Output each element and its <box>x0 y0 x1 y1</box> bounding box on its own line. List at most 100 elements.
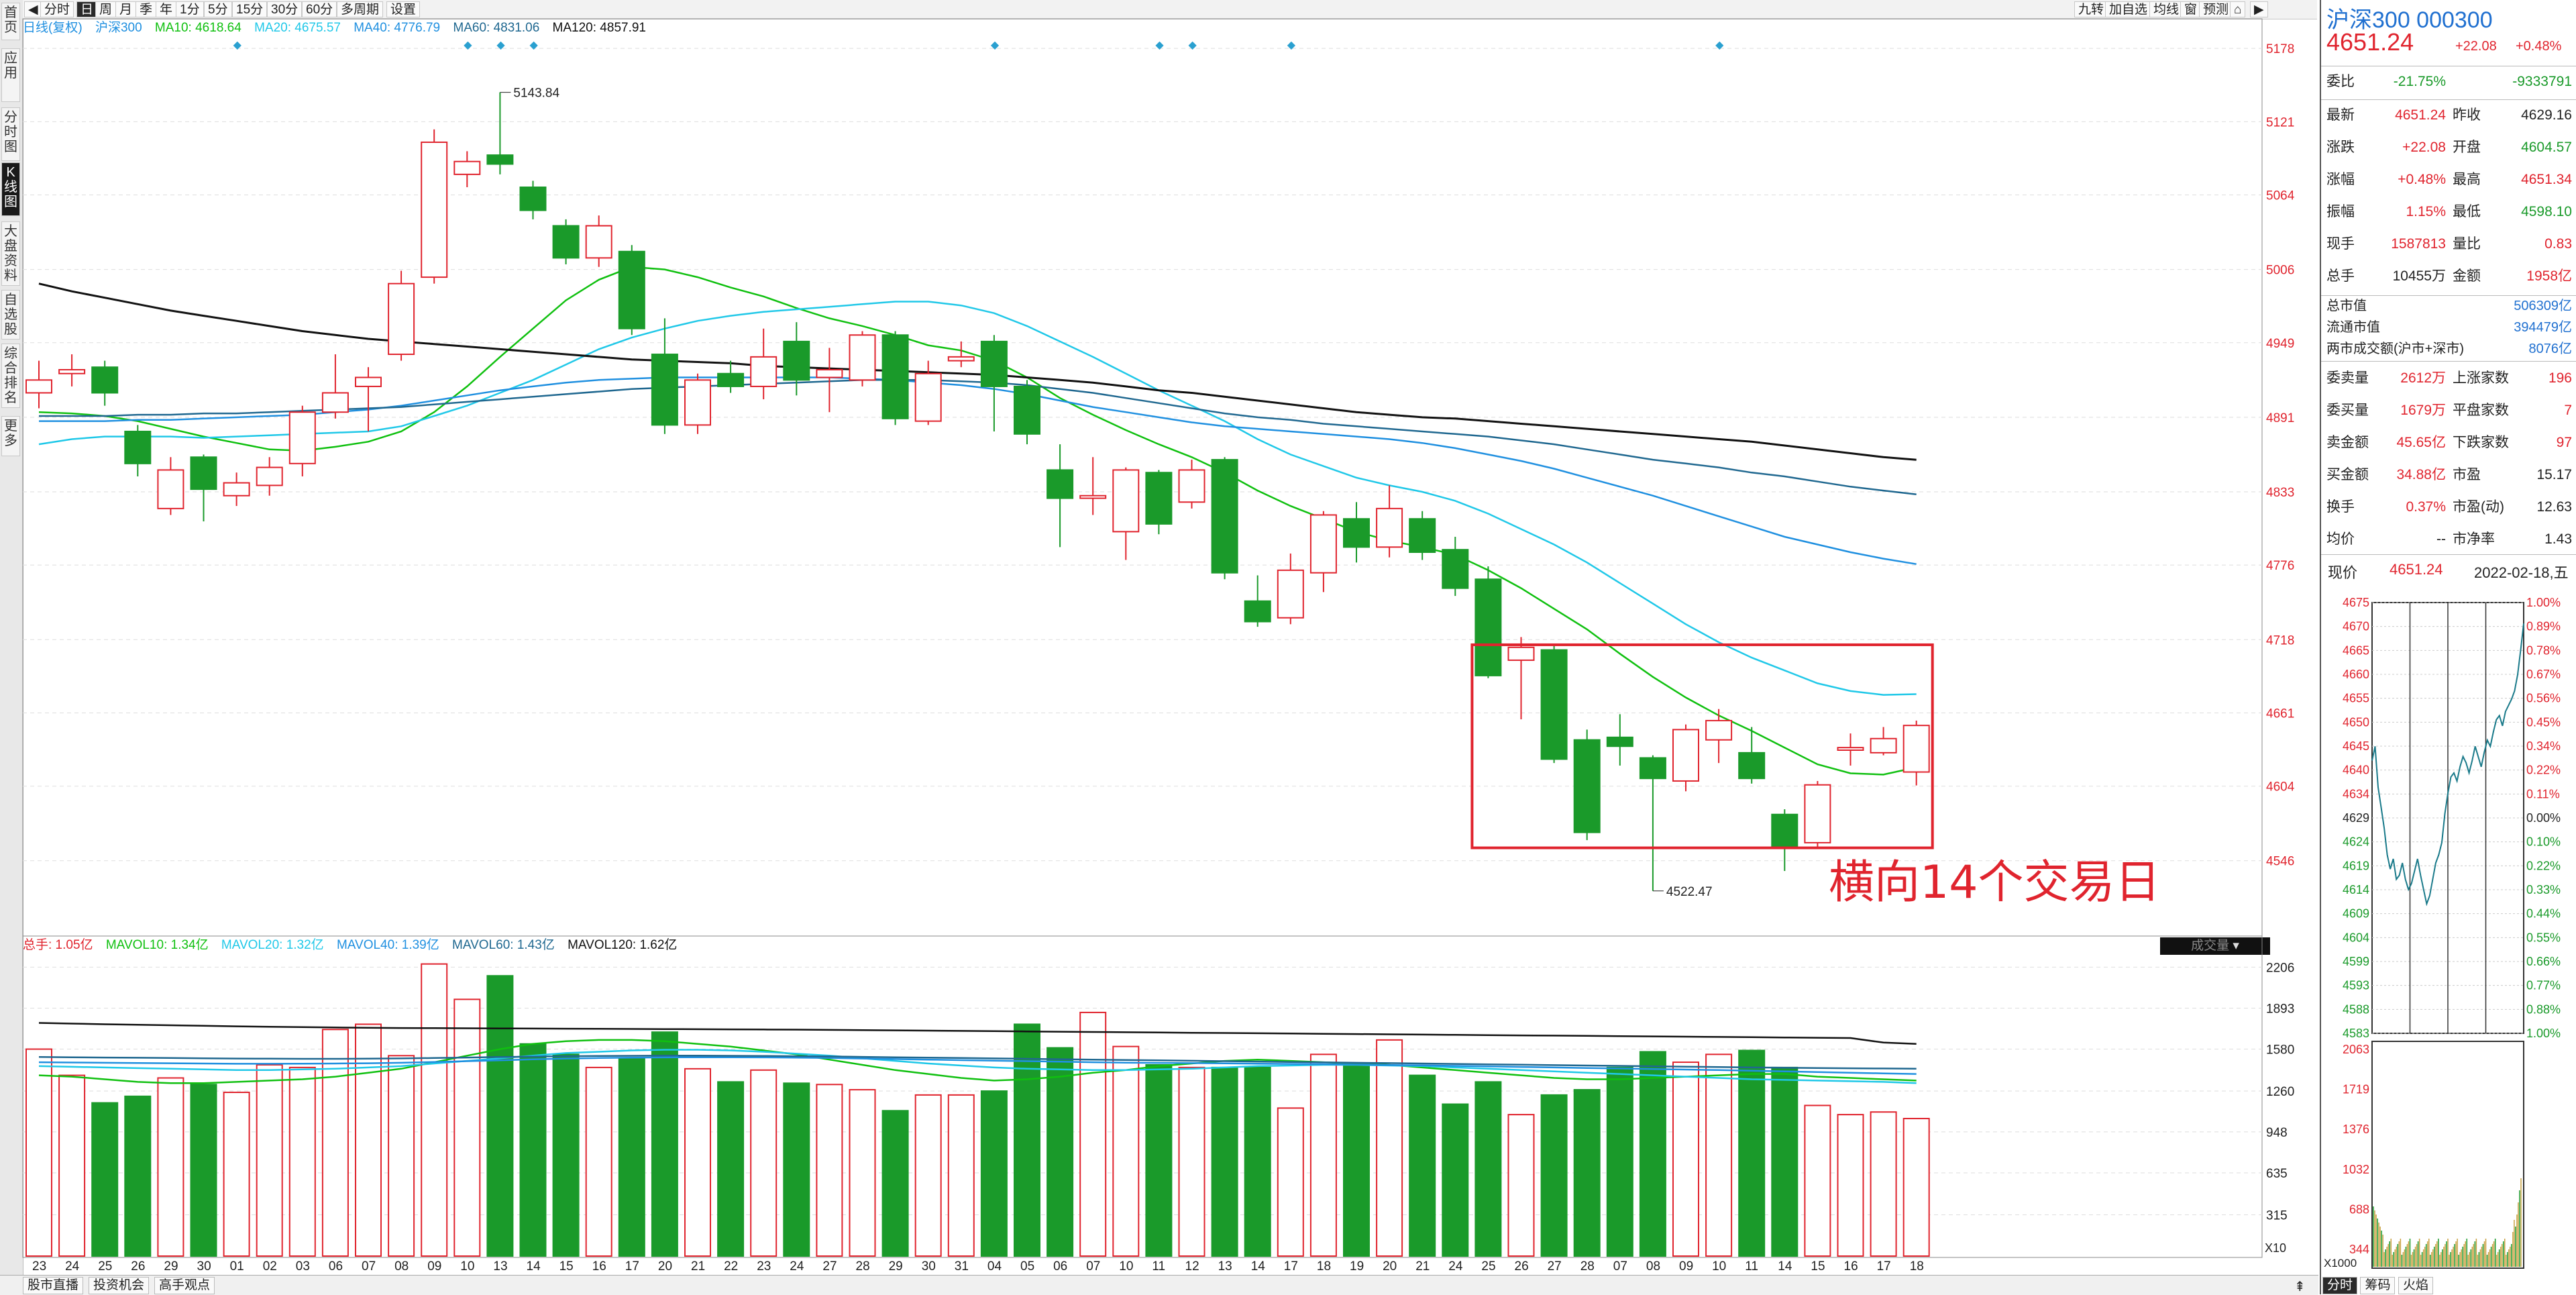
period-tab-15min[interactable]: 15分 <box>232 1 268 17</box>
candle-body <box>1902 725 1930 773</box>
volume-bar <box>881 1110 909 1257</box>
quote-panel: 沪深300 000300 4651.24 +22.08 +0.48% 委比 -2… <box>2320 0 2576 1294</box>
sidebar-tab-watchlist[interactable]: 自选股 <box>1 290 20 340</box>
candle-body <box>1079 495 1107 499</box>
x-axis-label: 26 <box>131 1259 145 1274</box>
volume-bar <box>1343 1065 1370 1257</box>
period-tab-week[interactable]: 周 <box>95 1 117 17</box>
stat-value: 0.37% <box>2406 499 2446 515</box>
candle-body <box>157 469 184 509</box>
period-tab-quarter[interactable]: 季 <box>136 1 157 17</box>
ma10-label: MA10: 4618.64 <box>154 21 241 35</box>
sidebar-tab-timeshare[interactable]: 分时图 <box>1 107 20 161</box>
chart-title: 日线(复权) <box>23 21 83 35</box>
left-sidebar: 首页 应用 分时图 K线图 大盘资料 自选股 综合排名 更多 <box>0 0 23 1275</box>
x-axis-label: 30 <box>922 1259 936 1274</box>
mini-tab-chips[interactable]: 筹码 <box>2360 1277 2396 1294</box>
volume-bar <box>1573 1089 1601 1257</box>
x-axis-label: 12 <box>1185 1259 1199 1274</box>
bottom-tab-experts[interactable]: 高手观点 <box>154 1277 215 1294</box>
bottom-tab-live[interactable]: 股市直播 <box>23 1277 84 1294</box>
x-axis-label: 04 <box>987 1259 1002 1274</box>
volume-bar <box>1606 1066 1633 1257</box>
mini-price-tick: 4599 <box>2343 955 2369 968</box>
x-axis-label: 01 <box>230 1259 244 1274</box>
x-axis-label: 06 <box>329 1259 343 1274</box>
price-tick-label: 4833 <box>2266 486 2294 500</box>
stat-label: 委买量 <box>2326 403 2369 418</box>
candle <box>881 331 909 425</box>
candle <box>223 472 250 507</box>
period-tab-day[interactable]: 日 <box>76 1 98 17</box>
candle <box>256 457 283 496</box>
ma-button[interactable]: 均线 <box>2149 1 2184 17</box>
period-tab-30min[interactable]: 30分 <box>267 1 303 17</box>
volume-bar <box>256 1064 283 1257</box>
volume-bar <box>1211 1066 1238 1257</box>
mini-tab-timeshare[interactable]: 分时 <box>2322 1277 2358 1294</box>
mini-bottom-tabs: 分时 筹码 火焰 <box>2322 1276 2433 1294</box>
lock-icon[interactable]: ⌂ <box>2230 1 2246 17</box>
sidebar-tab-ranking[interactable]: 综合排名 <box>1 344 20 408</box>
volume-bar <box>124 1095 152 1257</box>
quote-row: 现手 1587813 量比 0.83 <box>2325 228 2573 260</box>
weibi-value: -21.75% <box>2393 74 2446 89</box>
quote-label: 振幅 <box>2326 204 2355 219</box>
consolidation-box <box>1470 643 1934 849</box>
x-axis-label: 08 <box>1646 1259 1660 1274</box>
forecast-button[interactable]: 预测 <box>2199 1 2233 17</box>
consolidation-annotation: 横向14个交易日 <box>1829 856 2161 909</box>
volume-indicator-select[interactable]: 成交量 ▾ <box>2160 937 2270 955</box>
stat-value: 97 <box>2556 435 2572 450</box>
mini-pct-tick: 0.67% <box>2526 668 2561 681</box>
period-tab-5min[interactable]: 5分 <box>204 1 232 17</box>
add-watchlist-button[interactable]: 加自选 <box>2105 1 2152 17</box>
mini-pct-tick: 0.89% <box>2526 620 2561 633</box>
toolbar-prev-icon[interactable]: ◀ <box>24 1 42 17</box>
sidebar-tab-market-info[interactable]: 大盘资料 <box>1 221 20 286</box>
window-button[interactable]: 窗 <box>2180 1 2202 17</box>
sidebar-tab-kline[interactable]: K线图 <box>1 162 20 216</box>
jiuzhuan-button[interactable]: 九转 <box>2074 1 2108 17</box>
period-tab-1min[interactable]: 1分 <box>176 1 204 17</box>
collapse-icon[interactable]: ⇞ <box>2294 1280 2306 1294</box>
x-axis-label: 14 <box>1778 1259 1792 1274</box>
mini-price-tick: 4604 <box>2343 931 2369 944</box>
bottom-tab-opportunity[interactable]: 投资机会 <box>89 1277 150 1294</box>
event-marker-icon: ◆ <box>464 38 472 51</box>
volume-tick-label: 635 <box>2266 1167 2288 1181</box>
sidebar-tab-home[interactable]: 首页 <box>1 3 20 40</box>
candle <box>1902 720 1930 786</box>
weibi-diff: -9333791 <box>2512 74 2572 89</box>
period-tab-timeshare[interactable]: 分时 <box>40 1 74 17</box>
intraday-mini-chart[interactable]: 4675 1.00% 4670 0.89% 4665 0.78% 4660 0.67% 4655… <box>2321 590 2576 1275</box>
candle <box>1014 380 1040 445</box>
candle-body <box>1804 784 1831 843</box>
price-tick-label: 4661 <box>2266 707 2294 721</box>
ma-line-ma20 <box>38 301 1917 696</box>
settings-button[interactable]: 设置 <box>386 1 421 17</box>
volume-bar <box>91 1102 119 1257</box>
ma-line-ma60 <box>39 379 1917 495</box>
quote-label: 现手 <box>2326 236 2355 252</box>
mini-tab-flame[interactable]: 火焰 <box>2398 1277 2433 1294</box>
mini-pct-tick: 0.77% <box>2526 979 2561 992</box>
price-tick-label: 5121 <box>2266 115 2294 130</box>
quote-label: 最新 <box>2326 107 2355 123</box>
candle <box>1442 537 1469 597</box>
stat-label: 下跌家数 <box>2453 435 2509 450</box>
x-axis-label: 20 <box>658 1259 672 1274</box>
mini-price-tick: 4588 <box>2343 1002 2369 1016</box>
period-tab-multi[interactable]: 多周期 <box>337 1 384 17</box>
period-tab-60min[interactable]: 60分 <box>302 1 337 17</box>
sidebar-tab-more[interactable]: 更多 <box>1 416 20 456</box>
market-row: 总市值 506309亿 <box>2325 295 2573 317</box>
toolbar-next-icon[interactable]: ▶ <box>2250 1 2268 17</box>
ma-line-ma40 <box>39 376 1917 565</box>
quote-value: 10455万 <box>2392 268 2446 284</box>
mini-pct-tick: 0.22% <box>2526 764 2561 777</box>
period-tab-month[interactable]: 月 <box>115 1 137 17</box>
kline-chart[interactable]: 5178 5121 5064 5006 4949 4891 4833 4776 4718 4661… <box>0 0 2318 1275</box>
candle <box>1540 643 1568 764</box>
sidebar-tab-apps[interactable]: 应用 <box>1 48 20 102</box>
